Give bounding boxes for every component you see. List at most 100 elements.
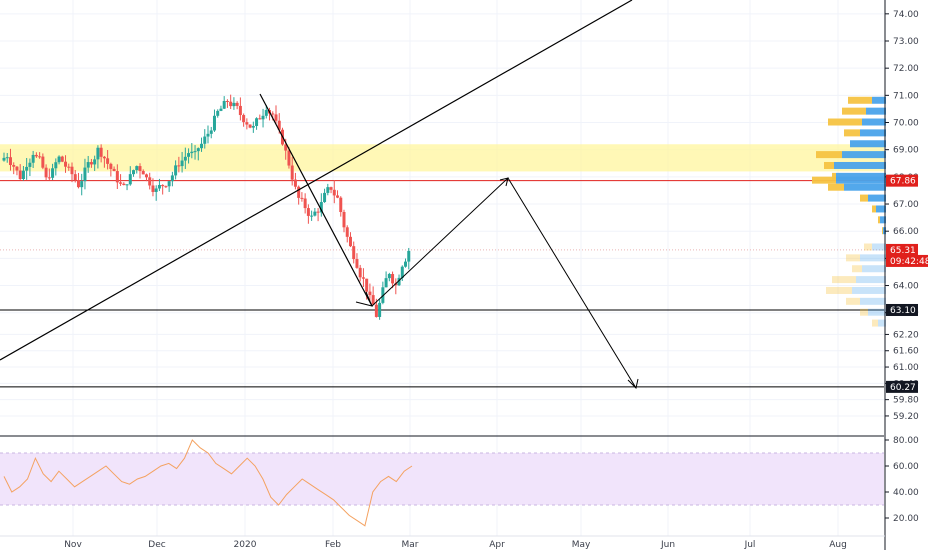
candle-body xyxy=(316,211,320,213)
volume-profile-bar-down xyxy=(866,107,886,115)
candle-body xyxy=(264,110,268,116)
candle-body xyxy=(60,156,64,162)
candle-body xyxy=(306,208,310,216)
volume-profile-bar-up xyxy=(844,129,860,137)
candle-body xyxy=(261,115,265,120)
candle-body xyxy=(2,157,6,161)
time-tick-label: 2020 xyxy=(234,540,257,550)
candle-body xyxy=(115,171,119,183)
candle-body xyxy=(83,167,87,182)
candle-body xyxy=(164,186,168,188)
price-tick-label: 59.20 xyxy=(893,412,919,422)
price-tick-label: 66.00 xyxy=(893,227,919,237)
rsi-tick-label: 20.00 xyxy=(893,514,919,524)
candle-body xyxy=(284,144,288,151)
volume-profile-bar-down xyxy=(856,276,886,284)
candle-body xyxy=(277,120,281,130)
rsi-tick-label: 60.00 xyxy=(893,462,919,472)
volume-profile-bar-down xyxy=(836,172,886,180)
candle-body xyxy=(374,304,378,317)
volume-profile-bar-up xyxy=(882,227,883,235)
candle-body xyxy=(248,124,252,128)
price-tick-label: 69.00 xyxy=(893,146,919,156)
arrowhead-low xyxy=(355,291,373,307)
candle-body xyxy=(132,170,136,175)
candle-body xyxy=(365,278,369,292)
price-tag-bg xyxy=(886,380,918,393)
candle-body xyxy=(206,133,210,137)
candle-body xyxy=(109,163,113,169)
candle-body xyxy=(15,166,19,171)
volume-profile-bar-up xyxy=(860,308,868,316)
candle-body xyxy=(232,102,236,107)
candle-body xyxy=(216,110,220,116)
time-tick-label: Aug xyxy=(829,540,847,550)
volume-profile-bar-up xyxy=(878,216,880,224)
volume-profile-bar-down xyxy=(836,176,886,184)
price-tag-bg xyxy=(886,303,918,316)
arrowhead-down xyxy=(627,378,639,389)
candle-body xyxy=(80,181,84,188)
candle-body xyxy=(177,165,181,167)
volume-profile-bar-up xyxy=(824,161,834,169)
price-tag-bg xyxy=(886,254,928,267)
volume-profile-bar-down xyxy=(876,205,886,213)
candle-body xyxy=(154,188,158,192)
candle-body xyxy=(400,266,404,278)
candle-body xyxy=(112,168,116,172)
candle-body xyxy=(170,175,174,182)
price-tick-label: 73.00 xyxy=(893,37,919,47)
price-tag-bg xyxy=(886,243,918,256)
candle-body xyxy=(394,283,398,286)
volume-profile-bar-up xyxy=(872,205,876,213)
candle-body xyxy=(397,277,401,286)
volume-profile-bar-down xyxy=(862,118,886,126)
candle-body xyxy=(212,115,216,131)
candle-body xyxy=(222,100,226,109)
price-tick-label: 70.00 xyxy=(893,119,919,129)
candle-body xyxy=(200,143,204,149)
candle-body xyxy=(25,166,29,171)
price-tick-label: 64.00 xyxy=(893,282,919,292)
price-tick-label: 71.00 xyxy=(893,91,919,101)
candle-body xyxy=(387,274,391,279)
candle-body xyxy=(361,277,365,279)
candle-body xyxy=(355,259,359,268)
price-tag-label: 63.10 xyxy=(890,306,916,316)
candle-body xyxy=(28,162,32,167)
candle-body xyxy=(238,105,242,116)
candle-body xyxy=(128,174,132,185)
candle-body xyxy=(193,151,197,153)
candle-body xyxy=(148,177,152,186)
volume-profile-bar-down xyxy=(872,96,886,104)
volume-profile-bar-up xyxy=(832,276,856,284)
candle-body xyxy=(255,118,259,126)
trendline-long xyxy=(0,0,633,361)
candle-body xyxy=(144,174,148,178)
candle-body xyxy=(345,227,349,237)
candle-body xyxy=(319,202,323,213)
rsi-line xyxy=(3,439,413,527)
price-tag-label: 67.86 xyxy=(890,177,916,187)
volume-profile-bar-down xyxy=(834,161,886,169)
time-tick-label: Nov xyxy=(64,540,82,550)
time-tick-label: Jun xyxy=(660,540,675,550)
volume-profile-bar-down xyxy=(868,308,886,316)
price-tick-label: 59.80 xyxy=(893,396,919,406)
supply-zone xyxy=(0,144,884,172)
volume-profile-bar-down xyxy=(842,151,886,159)
candle-body xyxy=(310,215,314,217)
volume-profile-bar-down xyxy=(850,140,886,148)
time-tick-label: May xyxy=(572,540,591,550)
volume-profile-bar-up xyxy=(816,151,842,159)
candle-body xyxy=(391,274,395,284)
candle-body xyxy=(303,198,307,209)
candle-body xyxy=(271,113,275,115)
candle-body xyxy=(67,166,71,168)
candle-body xyxy=(407,250,411,262)
candle-body xyxy=(47,177,51,179)
price-tag-label: 65.31 xyxy=(890,246,916,256)
volume-profile-bar-down xyxy=(860,297,886,305)
